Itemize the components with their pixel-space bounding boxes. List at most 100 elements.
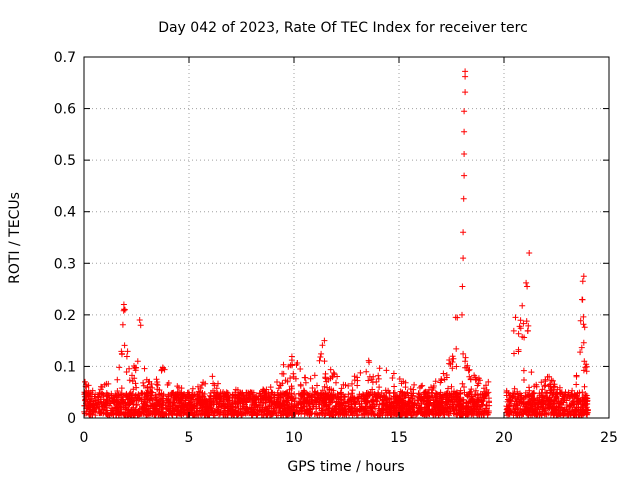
data-point — [108, 405, 115, 412]
data-point — [521, 334, 528, 341]
data-point — [453, 401, 460, 408]
data-point — [215, 380, 221, 387]
data-point — [505, 411, 512, 418]
data-point — [297, 381, 304, 388]
data-point — [213, 385, 220, 392]
data-point — [270, 405, 277, 412]
data-point — [425, 390, 432, 397]
data-point — [361, 410, 367, 417]
data-point — [407, 392, 414, 399]
data-point — [288, 357, 295, 364]
data-point — [126, 377, 133, 384]
data-point — [404, 389, 411, 396]
data-point — [338, 385, 345, 392]
data-point — [573, 381, 580, 388]
data-point — [461, 172, 468, 179]
y-tick-label: 0.5 — [54, 153, 76, 169]
data-point — [459, 311, 465, 318]
data-point — [301, 391, 308, 398]
data-point — [152, 411, 159, 418]
data-point — [411, 381, 418, 388]
data-point — [569, 408, 576, 415]
data-point — [275, 412, 281, 419]
data-point — [240, 403, 247, 410]
data-point — [535, 401, 542, 408]
data-point — [118, 385, 125, 392]
data-point — [462, 73, 469, 80]
y-tick-label: 0 — [67, 411, 76, 427]
data-point — [379, 400, 385, 407]
data-point — [234, 398, 241, 405]
data-point — [420, 397, 427, 404]
data-point — [353, 412, 360, 419]
data-point — [118, 350, 125, 357]
data-point — [337, 396, 344, 403]
data-point — [213, 401, 220, 408]
data-point — [128, 407, 135, 414]
data-point — [99, 390, 106, 397]
data-point — [337, 391, 344, 398]
data-point — [285, 404, 292, 411]
data-point — [275, 385, 282, 392]
data-point — [445, 396, 451, 403]
data-point — [357, 369, 364, 376]
data-point — [265, 390, 272, 397]
data-point — [210, 387, 216, 394]
data-point — [93, 404, 99, 411]
data-point — [238, 411, 245, 418]
data-point — [468, 386, 475, 393]
data-point — [461, 384, 467, 390]
data-point — [145, 379, 152, 385]
data-point — [509, 409, 515, 416]
data-point — [542, 405, 549, 412]
data-point — [383, 367, 390, 374]
data-point — [246, 404, 253, 411]
data-point — [223, 392, 230, 399]
data-point — [389, 375, 396, 381]
data-point — [579, 389, 586, 396]
data-point — [348, 395, 354, 402]
data-point — [288, 395, 294, 402]
data-point — [236, 392, 243, 399]
data-point — [173, 403, 180, 410]
data-point — [366, 391, 372, 397]
data-point — [301, 374, 308, 381]
data-point — [575, 410, 582, 417]
data-point — [190, 403, 197, 410]
data-point — [541, 409, 548, 416]
x-tick-label: 25 — [600, 430, 618, 446]
data-point — [513, 402, 520, 409]
data-point — [262, 399, 269, 406]
data-point — [116, 409, 123, 416]
data-point — [330, 370, 337, 376]
data-point — [141, 365, 148, 372]
data-point — [579, 404, 586, 411]
data-point — [176, 410, 183, 417]
data-point — [165, 380, 172, 386]
data-point — [485, 378, 492, 385]
data-point — [433, 393, 440, 400]
data-point — [181, 409, 187, 416]
data-point — [94, 394, 101, 401]
data-point — [202, 380, 209, 387]
x-tick-label: 15 — [390, 430, 408, 446]
data-point — [310, 403, 317, 410]
data-point — [563, 406, 570, 413]
data-point — [426, 386, 433, 393]
data-point — [315, 396, 322, 403]
data-point — [510, 403, 517, 410]
data-point — [302, 379, 309, 386]
data-point — [511, 385, 518, 392]
data-point — [434, 403, 441, 409]
data-point — [376, 365, 383, 372]
data-point — [449, 405, 455, 412]
data-point — [233, 403, 240, 410]
data-point — [154, 382, 161, 389]
data-point — [122, 411, 129, 418]
data-point — [428, 394, 435, 401]
data-point — [232, 386, 239, 393]
data-point — [580, 273, 587, 280]
data-point — [457, 409, 463, 416]
data-point — [474, 382, 481, 389]
data-point — [514, 388, 521, 395]
